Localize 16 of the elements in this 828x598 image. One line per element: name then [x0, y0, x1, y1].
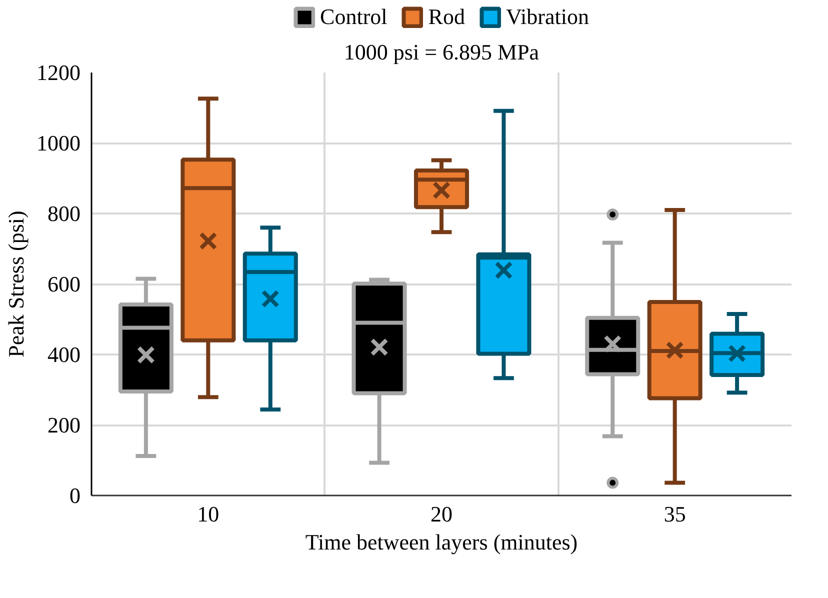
x-axis-title: Time between layers (minutes): [305, 530, 578, 554]
y-tick-label: 0: [70, 483, 80, 508]
y-tick-label: 1200: [36, 60, 80, 85]
y-tick-label: 200: [48, 412, 80, 438]
y-tick-label: 1000: [36, 130, 80, 156]
legend-label: Vibration: [506, 4, 589, 30]
x-tick-label: 10: [197, 502, 220, 526]
x-tick-label: 20: [430, 502, 452, 526]
chart-subtitle: 1000 psi = 6.895 MPa: [344, 40, 540, 64]
y-tick-label: 400: [48, 342, 80, 367]
y-axis-title: Peak Stress (psi): [4, 210, 28, 358]
x-tick-label: 35: [664, 502, 686, 526]
y-tick-label: 800: [48, 201, 80, 226]
legend-label: Control: [320, 4, 388, 30]
y-tick-label: 600: [48, 272, 80, 296]
legend-label: Rod: [428, 4, 465, 30]
